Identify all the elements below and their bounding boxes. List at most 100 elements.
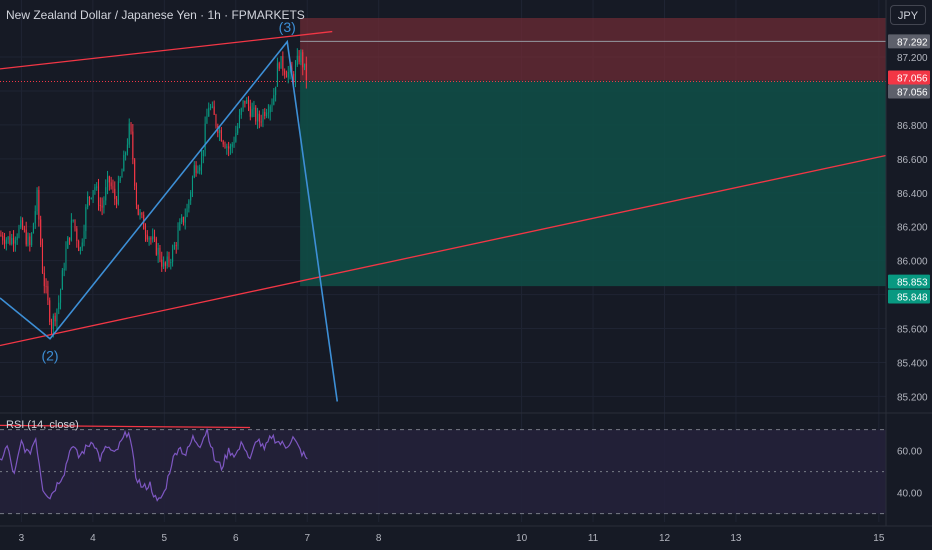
candle xyxy=(22,220,24,229)
price-tag-label: 87.056 xyxy=(897,87,928,98)
stop-loss-zone xyxy=(300,18,886,81)
candle xyxy=(213,106,215,115)
candle xyxy=(262,111,264,122)
candle xyxy=(273,95,275,105)
candle xyxy=(50,322,53,330)
time-axis-label: 7 xyxy=(304,533,310,544)
candle xyxy=(188,200,190,209)
candle xyxy=(139,212,141,215)
candle xyxy=(266,113,268,117)
candle xyxy=(58,302,60,310)
candle xyxy=(117,181,119,205)
candle xyxy=(199,167,201,171)
candle xyxy=(49,300,51,323)
rsi-trendline xyxy=(0,424,251,429)
candle xyxy=(284,70,286,75)
candle xyxy=(204,123,206,151)
candle xyxy=(108,176,110,183)
price-axis-label: 86.000 xyxy=(897,257,928,268)
candle xyxy=(237,126,239,134)
candle xyxy=(81,242,83,248)
candle xyxy=(38,189,40,220)
candle xyxy=(146,234,148,240)
price-tag-label: 87.292 xyxy=(897,37,928,48)
currency-button[interactable]: JPY xyxy=(890,5,926,25)
price-tag xyxy=(888,289,930,304)
price-tag-label: 87.056 xyxy=(897,73,928,84)
candle xyxy=(240,108,242,115)
price-tag xyxy=(888,274,930,289)
candle xyxy=(92,190,94,198)
candle xyxy=(278,63,280,69)
candle xyxy=(164,262,166,266)
candle xyxy=(152,236,154,240)
rsi-axis-label: 40.00 xyxy=(897,489,922,500)
candle xyxy=(123,154,125,172)
candle xyxy=(271,104,273,107)
candle xyxy=(219,130,221,134)
candle xyxy=(168,256,170,263)
candle xyxy=(69,237,71,241)
price-tag xyxy=(888,34,930,49)
candle xyxy=(18,227,20,237)
candle xyxy=(202,150,204,157)
price-tag-label: 85.853 xyxy=(897,278,928,289)
candle xyxy=(287,71,289,78)
candle xyxy=(179,221,181,231)
candle xyxy=(184,216,186,223)
candle xyxy=(34,211,36,224)
time-axis-label: 10 xyxy=(516,533,528,544)
candle xyxy=(134,159,136,186)
candle xyxy=(103,200,105,208)
candle xyxy=(99,205,101,207)
candle xyxy=(215,114,217,126)
rsi-axis-label: 60.00 xyxy=(897,447,922,458)
candle xyxy=(148,238,150,240)
time-axis-label: 15 xyxy=(873,533,885,544)
candle xyxy=(282,56,284,71)
price-axis-label: 86.800 xyxy=(897,121,928,132)
candle xyxy=(303,63,306,68)
time-axis-label: 8 xyxy=(376,533,382,544)
candle xyxy=(20,220,22,228)
time-axis-label: 6 xyxy=(233,533,239,544)
price-axis-label: 86.200 xyxy=(897,223,928,234)
wave-3-label: (3) xyxy=(279,19,296,35)
candle xyxy=(63,268,65,271)
time-axis-label: 13 xyxy=(730,533,742,544)
chart-title: New Zealand Dollar / Japanese Yen · 1h ·… xyxy=(6,8,305,22)
candle xyxy=(78,241,80,252)
price-tag-label: 85.848 xyxy=(897,292,928,303)
candle xyxy=(181,217,183,222)
candle xyxy=(182,217,184,223)
candle xyxy=(96,186,98,188)
candle xyxy=(153,236,156,239)
candle xyxy=(119,177,121,182)
candle xyxy=(121,171,123,178)
time-axis-label: 4 xyxy=(90,533,96,544)
candle xyxy=(231,144,233,147)
candle xyxy=(251,109,253,117)
candle xyxy=(106,176,109,188)
candle xyxy=(157,247,159,255)
candle xyxy=(13,238,15,244)
candle xyxy=(276,63,278,87)
candle xyxy=(23,228,25,230)
candle xyxy=(16,236,18,241)
candle xyxy=(220,130,222,142)
candle xyxy=(296,55,298,65)
candle xyxy=(14,240,16,244)
candle xyxy=(47,286,49,301)
candle xyxy=(256,113,259,122)
candle xyxy=(186,208,188,217)
candle xyxy=(97,186,100,206)
candle xyxy=(5,239,7,244)
candle xyxy=(210,107,212,109)
price-axis-label: 85.600 xyxy=(897,325,928,336)
candle xyxy=(200,156,203,168)
candle xyxy=(9,236,11,244)
candle xyxy=(125,152,127,155)
candle xyxy=(293,73,295,81)
